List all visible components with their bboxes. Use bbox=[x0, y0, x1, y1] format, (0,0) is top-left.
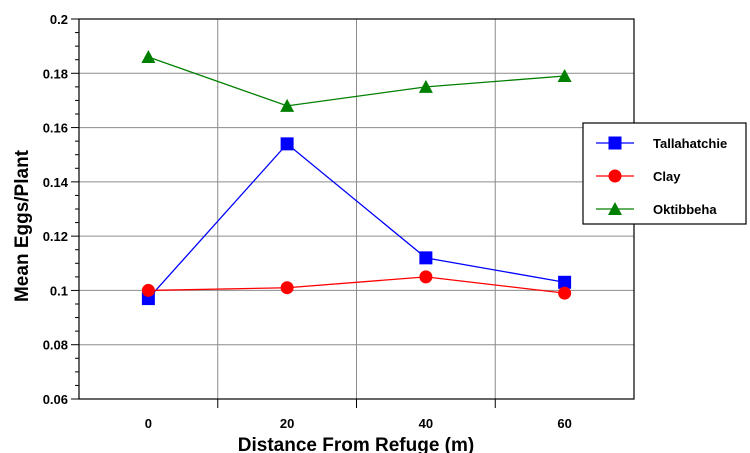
clay-line bbox=[148, 276, 565, 294]
grid-lines bbox=[79, 19, 634, 399]
y-axis-title: Mean Eggs/Plant bbox=[12, 149, 33, 302]
series-group bbox=[141, 50, 572, 306]
oktibbeha-point bbox=[557, 69, 572, 82]
tallahatchie-point bbox=[280, 137, 294, 151]
legend-marker bbox=[608, 169, 622, 183]
y-tick-label: 0.1 bbox=[50, 283, 68, 298]
oktibbeha-line bbox=[148, 56, 565, 107]
legend-label: Clay bbox=[653, 169, 681, 184]
legend-label: Oktibbeha bbox=[653, 202, 717, 217]
series-oktibbeha bbox=[141, 50, 572, 112]
clay-point bbox=[419, 270, 433, 284]
legend-label: Tallahatchie bbox=[653, 136, 727, 151]
x-axis-title: Distance From Refuge (m) bbox=[238, 435, 474, 453]
legend-marker bbox=[608, 202, 622, 215]
y-tick-label: 0.14 bbox=[43, 175, 69, 190]
axis-ticks bbox=[71, 18, 496, 408]
x-tick-label: 40 bbox=[419, 416, 433, 431]
x-axis-tick-labels: 0 20 40 60 bbox=[145, 416, 572, 431]
series-clay bbox=[141, 270, 572, 300]
y-tick-label: 0.2 bbox=[50, 12, 68, 27]
x-tick-label: 20 bbox=[280, 416, 294, 431]
legend-item-tallahatchie: Tallahatchie bbox=[596, 136, 727, 151]
tallahatchie-line bbox=[147, 142, 565, 300]
tallahatchie-point bbox=[558, 275, 572, 289]
y-tick-label: 0.16 bbox=[43, 121, 68, 136]
series-tallahatchie bbox=[141, 137, 572, 306]
legend: Tallahatchie Clay Oktibbeha bbox=[582, 122, 747, 225]
oktibbeha-point bbox=[141, 50, 156, 63]
clay-point bbox=[141, 283, 155, 297]
y-tick-label: 0.12 bbox=[43, 229, 68, 244]
y-tick-label: 0.06 bbox=[43, 392, 68, 407]
y-tick-label: 0.18 bbox=[43, 66, 68, 81]
legend-item-clay: Clay bbox=[596, 169, 681, 184]
clay-point bbox=[558, 286, 572, 300]
oktibbeha-point bbox=[418, 79, 433, 93]
legend-item-oktibbeha: Oktibbeha bbox=[596, 202, 717, 217]
tallahatchie-point bbox=[419, 251, 433, 265]
x-tick-label: 60 bbox=[557, 416, 571, 431]
oktibbeha-point bbox=[280, 98, 295, 112]
clay-point bbox=[280, 281, 294, 295]
y-tick-label: 0.08 bbox=[43, 338, 68, 353]
legend-marker bbox=[608, 136, 622, 150]
y-axis-tick-labels: 0.06 0.08 0.1 0.12 0.14 0.16 0.18 0.2 bbox=[43, 12, 69, 407]
x-tick-label: 0 bbox=[145, 416, 152, 431]
